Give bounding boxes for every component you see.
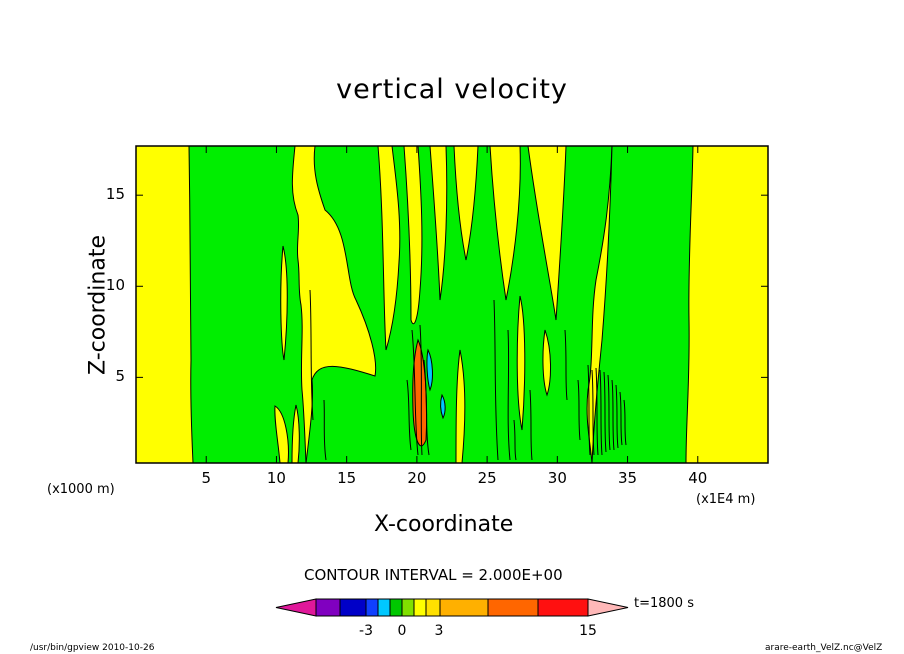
x-axis-ticks xyxy=(205,146,699,463)
x-tick-label: 5 xyxy=(201,469,211,487)
colorbar-segment xyxy=(339,598,367,617)
positive-streak xyxy=(527,146,567,321)
positive-streak xyxy=(453,146,479,261)
x-tick-label: 30 xyxy=(547,469,567,487)
colorbar-segment xyxy=(401,598,415,617)
positive-streak xyxy=(403,146,423,325)
x-tick-label: 10 xyxy=(266,469,286,487)
colorbar-label: -3 xyxy=(359,623,373,639)
x-tick-label: 20 xyxy=(407,469,427,487)
footer-left: /usr/bin/gpview 2010-10-26 xyxy=(30,643,155,653)
x-axis-unit: (x1E4 m) xyxy=(696,492,756,507)
y-tick-label: 5 xyxy=(115,367,125,386)
x-axis-label: X-coordinate xyxy=(374,512,514,537)
positive-streak xyxy=(542,329,552,397)
plot-frame xyxy=(135,145,769,464)
colorbar xyxy=(275,598,629,617)
colorbar-segment xyxy=(487,598,539,617)
colorbar-segment xyxy=(439,598,489,617)
y-axis-ticks xyxy=(136,194,768,378)
colorbar-segment xyxy=(537,598,589,617)
positive-streak xyxy=(516,295,526,431)
time-label: t=1800 s xyxy=(634,596,694,611)
y-axis-label: Z-coordinate xyxy=(85,235,111,375)
colorbar-segment xyxy=(425,598,441,617)
positive-streak xyxy=(489,146,521,301)
positive-streak xyxy=(291,404,300,463)
colorbar-segment xyxy=(377,598,391,617)
colorbar-label: 15 xyxy=(579,623,597,639)
colorbar-segment xyxy=(315,598,341,617)
colorbar-segment xyxy=(365,598,379,617)
colorbar-arrow-left xyxy=(275,598,317,617)
colorbar-label: 3 xyxy=(434,623,444,639)
downdraft-core xyxy=(426,348,433,392)
chart-title: vertical velocity xyxy=(336,74,568,105)
contour-interval: CONTOUR INTERVAL = 2.000E+00 xyxy=(304,566,563,584)
x-tick-label: 25 xyxy=(477,469,497,487)
positive-streak xyxy=(429,146,448,301)
colorbar-arrow-right xyxy=(587,598,629,617)
x-tick-label: 35 xyxy=(618,469,638,487)
downdraft-core xyxy=(440,393,446,420)
negative-region-main xyxy=(188,146,307,463)
colorbar-label: 0 xyxy=(397,623,407,639)
negative-region-right xyxy=(591,146,694,463)
positive-streak xyxy=(455,349,466,463)
y-axis-unit: (x1000 m) xyxy=(47,482,115,497)
x-tick-label: 15 xyxy=(337,469,357,487)
y-tick-label: 10 xyxy=(105,276,125,295)
y-tick-label: 15 xyxy=(105,185,125,204)
positive-streak xyxy=(280,245,288,361)
positive-streak xyxy=(377,146,401,351)
x-tick-label: 40 xyxy=(688,469,708,487)
colorbar-segment xyxy=(389,598,403,617)
footer-right: arare-earth_VelZ.nc@VelZ xyxy=(765,643,883,653)
wave-contours xyxy=(309,289,581,461)
positive-streak xyxy=(274,405,289,463)
colorbar-segment xyxy=(413,598,427,617)
gravity-wave-contours xyxy=(587,364,627,456)
